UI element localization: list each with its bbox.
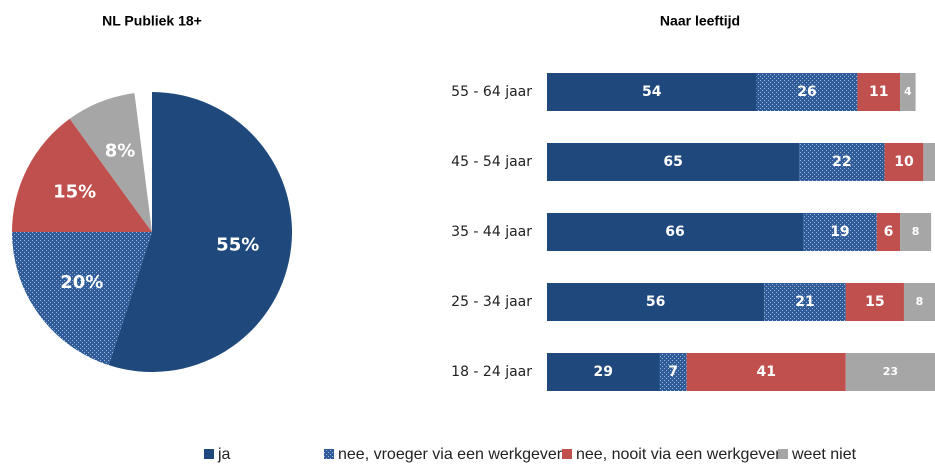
bar-label: 11	[869, 84, 888, 100]
bar-label: 4	[904, 85, 912, 98]
legend-swatch	[562, 449, 572, 459]
bar-segment	[845, 283, 904, 321]
pie-slice	[12, 118, 152, 232]
bar-label: 7	[668, 364, 678, 380]
bar-segment	[857, 73, 901, 111]
bar-segment	[903, 283, 935, 321]
pie-slice	[69, 93, 152, 232]
bar-label: 8	[912, 225, 920, 238]
bar-label: 66	[665, 224, 684, 240]
bar-label: 6	[884, 224, 894, 240]
bar-segment	[547, 143, 800, 181]
bar-label: 23	[883, 365, 898, 378]
pie-label: 55%	[216, 235, 259, 256]
bar-label: 8	[916, 295, 924, 308]
y-tick-label: 35 - 44 jaar	[451, 224, 532, 240]
pie-label: 8%	[105, 140, 136, 161]
bar-segment	[876, 213, 901, 251]
bar-segment	[764, 283, 846, 321]
bar-segment	[547, 213, 804, 251]
bar-segment	[900, 73, 916, 111]
bar-label: 56	[646, 294, 665, 310]
legend-swatch	[324, 449, 334, 459]
y-tick-label: 45 - 54 jaar	[451, 154, 532, 170]
y-tick-label: 25 - 34 jaar	[451, 294, 532, 310]
bar-label: 54	[642, 84, 662, 100]
bar-segment	[845, 353, 935, 391]
legend-swatch	[778, 449, 788, 459]
bar-segment	[686, 353, 846, 391]
pie-slice	[108, 92, 293, 372]
bar-segment	[547, 73, 757, 111]
y-tick-label: 55 - 64 jaar	[451, 84, 532, 100]
pie-label: 20%	[60, 272, 103, 293]
bar-label: 21	[795, 294, 814, 310]
legend-label: nee, vroeger via een werkgever	[338, 446, 563, 463]
pie-slice	[12, 232, 152, 366]
bar-segment	[803, 213, 877, 251]
legend-swatch	[204, 449, 214, 459]
bar-segment	[799, 143, 885, 181]
legend-label: weet niet	[791, 446, 857, 463]
bar-segment	[884, 143, 924, 181]
bar-segment	[756, 73, 858, 111]
bar-title: Naar leeftijd	[660, 13, 740, 29]
bar-label: 65	[663, 154, 682, 170]
bar-label: 29	[594, 364, 613, 380]
pie-label: 15%	[53, 182, 96, 203]
bar-label: 22	[832, 154, 851, 170]
bar-segment	[900, 213, 932, 251]
bar-label: 26	[797, 84, 816, 100]
bar-segment	[547, 283, 765, 321]
legend-label: ja	[217, 446, 231, 463]
bar-label: 10	[894, 154, 914, 170]
legend-label: nee, nooit via een werkgever	[576, 446, 781, 463]
bar-label: 41	[756, 364, 775, 380]
bar-label: 15	[865, 294, 884, 310]
y-tick-label: 18 - 24 jaar	[451, 364, 532, 380]
bar-segment	[923, 143, 935, 181]
bar-segment	[659, 353, 687, 391]
bar-segment	[547, 353, 660, 391]
pie-title: NL Publiek 18+	[102, 13, 202, 29]
bar-label: 19	[830, 224, 849, 240]
